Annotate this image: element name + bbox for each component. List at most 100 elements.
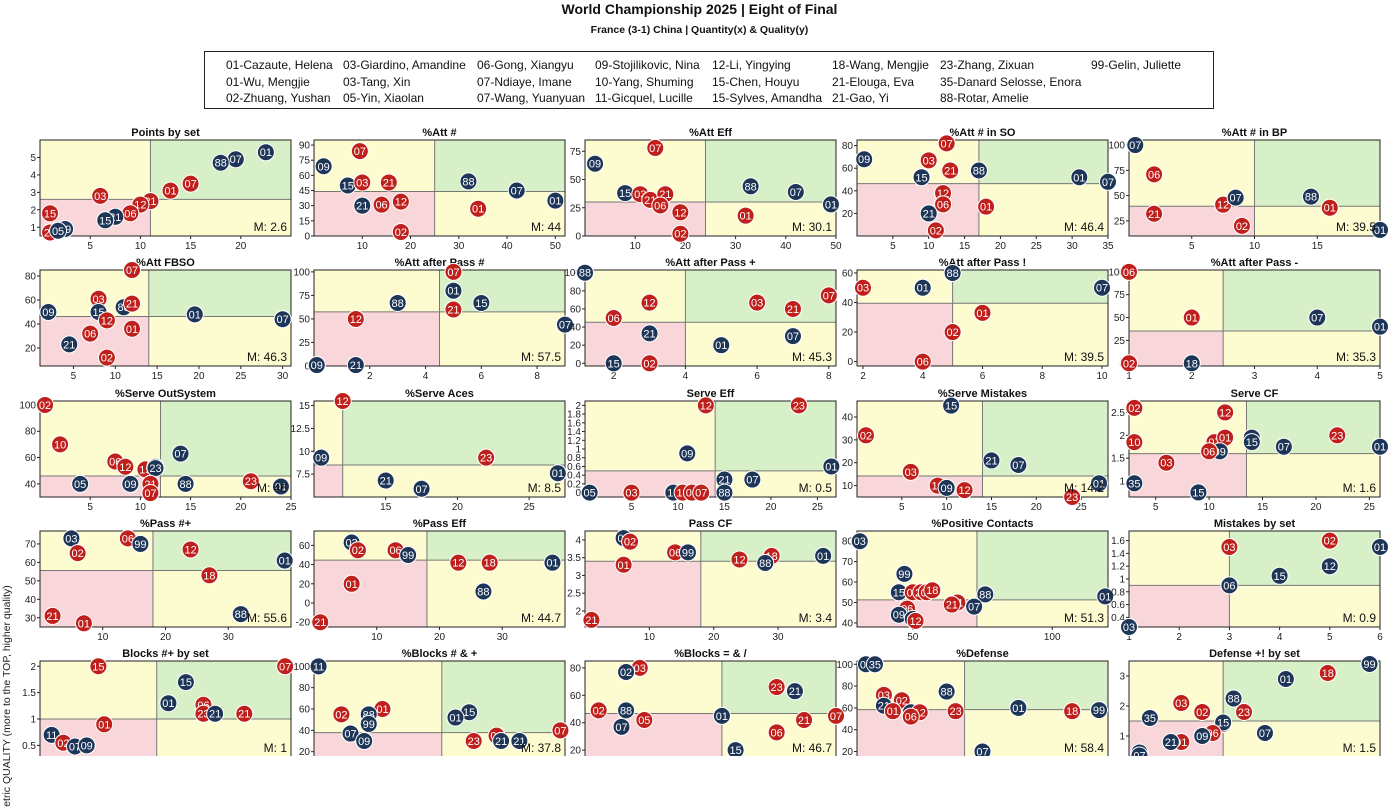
y-tick-label: 25 — [570, 203, 582, 214]
x-tick-label: 2 — [1189, 371, 1195, 382]
point-label: 07 — [790, 187, 802, 199]
point-marker — [919, 204, 938, 223]
point-label: 01 — [980, 202, 992, 214]
x-tick-label: 1 — [1126, 371, 1132, 382]
point-label: 15 — [342, 180, 354, 192]
x-tick-label: 100 — [1044, 632, 1061, 643]
point-label: 99 — [1093, 705, 1105, 717]
y-tick-label: 2 — [575, 607, 581, 618]
x-tick-label: 4 — [683, 371, 689, 382]
point-label: 03 — [1160, 458, 1172, 470]
player-point: 21 — [715, 470, 734, 489]
mean-label: M: 35.3 — [1336, 350, 1376, 364]
y-tick-label: 100 — [1108, 141, 1125, 152]
player-point: 07 — [1274, 437, 1293, 456]
player-point: 03 — [850, 532, 869, 551]
player-point: 21 — [376, 471, 395, 490]
point-label: 01 — [189, 309, 201, 321]
point-marker — [827, 706, 845, 725]
player-point: 99 — [359, 714, 378, 733]
point-marker — [1120, 354, 1138, 373]
mean-label: M: 1.5 — [1343, 741, 1377, 755]
point-label: 01 — [1073, 172, 1085, 184]
x-tick-label: 20 — [160, 632, 172, 643]
legend-item: 99-Gelin, Juliette — [1091, 58, 1182, 72]
player-point: 05 — [580, 483, 599, 502]
y-tick-label: 0 — [575, 232, 581, 243]
player-point: 18 — [200, 566, 219, 585]
y-tick-label: 40 — [25, 320, 37, 331]
point-marker — [678, 543, 697, 562]
player-legend: 01-Cazaute, Helena 01-Wu, Mengjie 02-Zhu… — [204, 51, 1214, 109]
point-label: 03 — [634, 663, 646, 675]
point-marker — [1371, 538, 1389, 556]
y-tick-label: 75 — [1114, 290, 1126, 301]
y-tick-label: 100 — [19, 400, 36, 411]
point-marker — [1093, 278, 1112, 297]
point-marker — [856, 426, 875, 445]
player-point: 21 — [1161, 733, 1180, 751]
player-point: 01 — [821, 195, 840, 214]
x-tick-label: 15 — [380, 502, 392, 513]
point-label: 01 — [1012, 703, 1024, 715]
player-point: 03 — [853, 278, 872, 297]
point-label: 15 — [893, 587, 905, 599]
point-marker — [271, 477, 290, 496]
player-point: 01 — [1070, 168, 1089, 187]
point-marker — [743, 470, 762, 489]
quadrant-bad — [314, 311, 440, 366]
point-marker — [942, 396, 961, 415]
player-point: 09 — [355, 732, 374, 750]
point-label: 15 — [1246, 437, 1258, 449]
point-label: 03 — [65, 533, 77, 545]
point-label: 06 — [1123, 267, 1135, 279]
point-label: 01 — [887, 706, 899, 718]
point-marker — [748, 293, 767, 312]
legend-item: 21-Gao, Yi — [832, 91, 889, 105]
x-tick-label: 25 — [235, 371, 247, 382]
player-point: 03 — [1172, 694, 1191, 712]
point-marker — [1308, 308, 1327, 327]
point-label: 09 — [858, 154, 870, 166]
point-label: 21 — [209, 709, 221, 721]
chart-title: %Att after Pass + — [665, 257, 755, 269]
point-marker — [977, 197, 996, 216]
point-label: 11 — [46, 730, 57, 742]
point-marker — [273, 310, 292, 329]
point-label: 21 — [447, 305, 459, 317]
mean-label: M: 0.5 — [799, 481, 833, 495]
point-label: 02 — [896, 695, 908, 707]
player-point: 09 — [121, 474, 140, 493]
point-marker — [97, 311, 116, 330]
x-tick-label: 20 — [405, 241, 417, 252]
point-marker — [116, 457, 135, 476]
point-label: 01 — [1093, 478, 1105, 490]
point-label: 18 — [1322, 668, 1334, 680]
player-point: 02 — [943, 323, 962, 342]
x-tick-label: 10 — [135, 241, 147, 252]
x-tick-label: 10 — [110, 371, 122, 382]
point-label: 02 — [335, 709, 347, 721]
point-marker — [346, 356, 365, 375]
player-point: 21 — [510, 732, 529, 750]
point-marker — [444, 262, 463, 281]
point-label: 21 — [314, 617, 326, 629]
player-point: 12 — [391, 192, 410, 211]
player-point: 23 — [1063, 488, 1082, 506]
point-label: 03 — [1223, 542, 1235, 554]
chart-title: %Att # in SO — [949, 127, 1015, 139]
point-label: 21 — [1165, 737, 1177, 749]
player-point: 18 — [1318, 664, 1337, 682]
point-label: 07 — [649, 143, 661, 155]
y-tick-label: 100 — [836, 660, 853, 671]
point-label: 23 — [245, 476, 257, 488]
point-label: 07 — [1129, 140, 1141, 152]
player-point: 03 — [1220, 538, 1239, 556]
y-tick-label: 40 — [842, 298, 854, 309]
x-tick-label: 6 — [479, 371, 485, 382]
point-marker — [480, 553, 499, 572]
x-tick-label: 10 — [97, 632, 109, 643]
point-marker — [359, 714, 378, 733]
point-label: 23 — [949, 706, 961, 718]
player-point: 01 — [973, 303, 992, 322]
